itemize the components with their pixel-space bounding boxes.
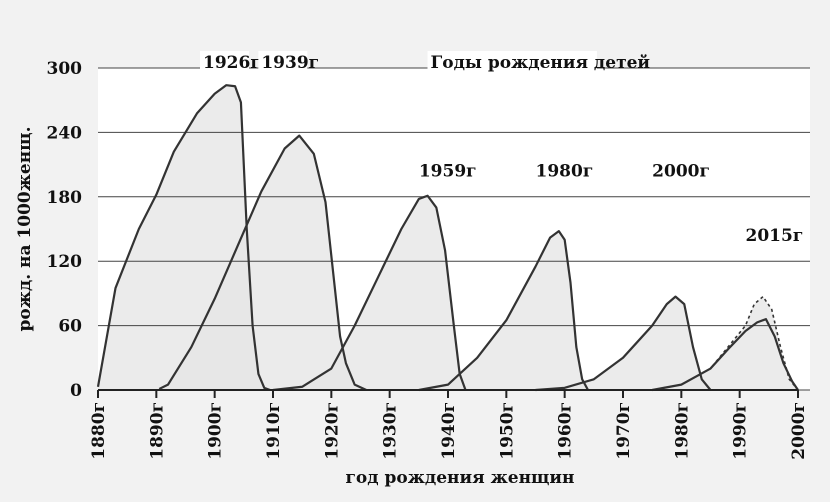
series-line-1926г bbox=[96, 84, 271, 392]
x-tick-label-1950г: 1950г bbox=[497, 402, 517, 460]
annotation-bg-2 bbox=[427, 51, 597, 73]
y-tick-label-60: 60 bbox=[58, 317, 82, 337]
y-axis-label: рожд. на 1000женщ. bbox=[15, 127, 35, 332]
gridlines: 0 60 120 180 240 300 bbox=[47, 59, 810, 401]
annotation-6: 2015г bbox=[746, 226, 804, 246]
x-tick-label-1990г: 1990г bbox=[731, 402, 751, 460]
y-tick-label-120: 120 bbox=[47, 252, 83, 272]
series-line-2015г bbox=[652, 295, 799, 391]
y-tick-label-180: 180 bbox=[47, 188, 83, 208]
annotation-4: 1980г bbox=[536, 161, 594, 181]
annotation-bg-4 bbox=[532, 159, 582, 182]
x-tick-label-1920г: 1920г bbox=[322, 402, 342, 460]
series-line-1980г bbox=[418, 230, 589, 392]
x-tick-label-1970г: 1970г bbox=[614, 402, 634, 460]
y-tick-label-0: 0 bbox=[70, 381, 82, 401]
annotation-bg-3 bbox=[415, 159, 465, 182]
y-tick-label-300: 300 bbox=[47, 59, 83, 79]
series-shade-1 bbox=[159, 135, 367, 390]
y-tick-label-240: 240 bbox=[47, 123, 83, 143]
x-axis-label: год рождения женщин bbox=[346, 468, 575, 488]
annotation-bg-1 bbox=[258, 51, 308, 73]
x-tick-label-1930г: 1930г bbox=[381, 402, 401, 460]
annotation-bg-5 bbox=[649, 159, 699, 182]
annotation-1: 1939г bbox=[261, 53, 319, 73]
annotation-bg-6 bbox=[742, 223, 792, 246]
axes: 1880г 1890г 1900г 1910г 1920г 1930г 1940г 1950г… bbox=[89, 389, 809, 460]
series-shade-3 bbox=[418, 231, 588, 390]
x-tick-label-1900г: 1900г bbox=[206, 402, 226, 460]
x-tick-label-1890г: 1890г bbox=[147, 402, 167, 460]
series-line-2015-solid bbox=[651, 318, 799, 392]
x-tick-label-2000г: 2000г bbox=[789, 402, 809, 460]
annotation-0: 1926г bbox=[203, 53, 261, 73]
annotation-3: 1959г bbox=[419, 161, 477, 181]
annotation-2: Годы рождения детей bbox=[431, 53, 651, 73]
x-tick-label-1960г: 1960г bbox=[556, 402, 576, 460]
series-line-1939г bbox=[158, 134, 367, 391]
series-shading bbox=[98, 85, 798, 390]
x-tick-label-1880г: 1880г bbox=[89, 402, 109, 460]
series-line-1959г bbox=[272, 194, 467, 392]
annotation-5: 2000г bbox=[652, 161, 710, 181]
x-tick-label-1910г: 1910г bbox=[264, 402, 284, 460]
annotation-bg-0 bbox=[200, 51, 249, 73]
series-shade-2 bbox=[273, 195, 466, 390]
series-line-2000г bbox=[535, 295, 712, 392]
annotations: 1926г 1939г Годы рождения детей 1959г 1980г 2… bbox=[200, 51, 803, 246]
x-tick-label-1980г: 1980г bbox=[672, 402, 692, 460]
x-tick-label-1940г: 1940г bbox=[439, 402, 459, 460]
series-lines bbox=[96, 84, 799, 392]
series-shade-4 bbox=[535, 296, 711, 390]
